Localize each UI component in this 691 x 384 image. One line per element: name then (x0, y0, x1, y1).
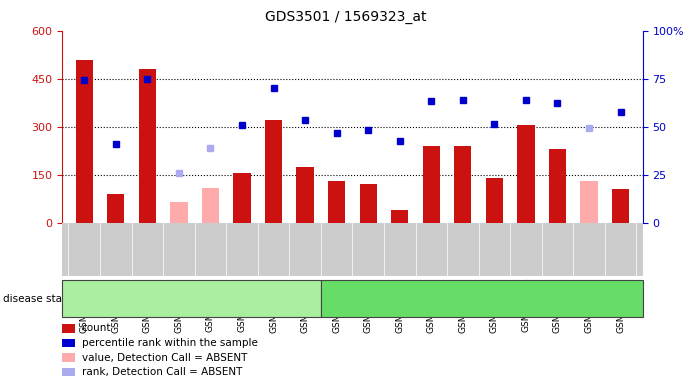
Bar (107, 194, 124, 223)
Bar (265, 120, 282, 223)
Bar (423, 146, 440, 223)
Bar (359, 184, 377, 223)
Text: percentile rank within the sample: percentile rank within the sample (82, 338, 258, 348)
Bar (328, 181, 346, 223)
Text: rank, Detection Call = ABSENT: rank, Detection Call = ABSENT (82, 367, 242, 377)
Bar (296, 167, 314, 223)
Bar (549, 149, 566, 223)
Text: metachronous metastasis: metachronous metastasis (120, 293, 264, 304)
Bar (486, 178, 503, 223)
Bar (580, 181, 598, 223)
Bar (75, 60, 93, 223)
Bar (234, 173, 251, 223)
Bar (518, 125, 535, 223)
Bar (139, 69, 156, 223)
Bar (391, 210, 408, 223)
Bar (202, 187, 219, 223)
Text: count: count (82, 323, 111, 333)
Text: GDS3501 / 1569323_at: GDS3501 / 1569323_at (265, 10, 426, 23)
Text: disease state ▶: disease state ▶ (3, 293, 84, 304)
Bar (170, 202, 187, 223)
Bar (612, 189, 630, 223)
Bar (454, 146, 471, 223)
Text: value, Detection Call = ABSENT: value, Detection Call = ABSENT (82, 353, 247, 362)
Text: synchronous metastasis: synchronous metastasis (415, 293, 549, 304)
